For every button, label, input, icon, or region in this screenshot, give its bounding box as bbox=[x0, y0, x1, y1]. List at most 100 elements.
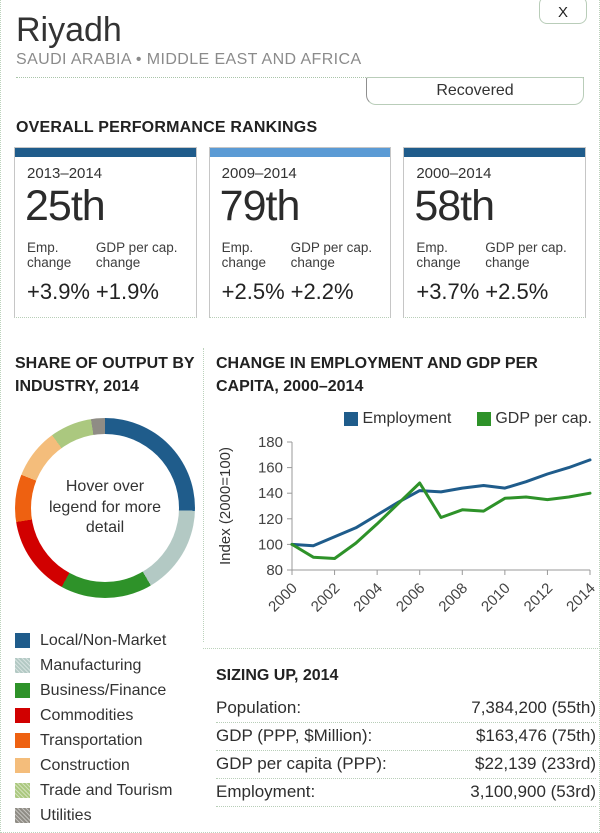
close-button[interactable]: X bbox=[539, 0, 587, 24]
row-label: GDP (PPP, $Million): bbox=[216, 725, 373, 745]
svg-text:180: 180 bbox=[258, 434, 283, 451]
svg-text:Index (2000=100): Index (2000=100) bbox=[217, 447, 234, 565]
legend-swatch-icon bbox=[15, 733, 30, 749]
legend-item-label: Manufacturing bbox=[40, 656, 142, 674]
svg-text:80: 80 bbox=[266, 562, 283, 579]
industry-heading: SHARE OF OUTPUT BY INDUSTRY, 2014 bbox=[15, 354, 195, 395]
svg-text:2012: 2012 bbox=[521, 580, 557, 616]
legend-item-label: Commodities bbox=[40, 706, 134, 724]
emp-change-label: Emp. change bbox=[221, 239, 266, 271]
card-rank: 25th bbox=[25, 182, 106, 231]
card-period: 2013–2014 bbox=[27, 165, 103, 183]
card-rank: 79th bbox=[219, 182, 301, 231]
emp-change-label: Emp. change bbox=[416, 239, 461, 271]
page-title: Riyadh bbox=[16, 11, 122, 49]
svg-text:2004: 2004 bbox=[350, 580, 386, 616]
status-row: Recovered bbox=[1, 77, 599, 106]
card-accent-bar bbox=[15, 148, 196, 158]
card-period: 2009–2014 bbox=[221, 165, 297, 183]
donut-center-text: Hover over legend for more detail bbox=[48, 477, 162, 537]
page-subtitle: SAUDI ARABIA • MIDDLE EAST AND AFRICA bbox=[16, 51, 362, 69]
table-row: GDP (PPP, $Million): $163,476 (75th) bbox=[216, 723, 596, 751]
legend-item-label: Local/Non-Market bbox=[40, 631, 167, 649]
rankings-heading: OVERALL PERFORMANCE RANKINGS bbox=[16, 119, 318, 137]
gdp-change-label: GDP per cap. change bbox=[95, 239, 178, 271]
legend-swatch-icon bbox=[15, 708, 30, 724]
emp-change-value: +2.5% bbox=[221, 278, 285, 304]
svg-text:2014: 2014 bbox=[563, 580, 598, 616]
gdp-change-value: +1.9% bbox=[95, 278, 159, 304]
ranking-card-2009-2014: 2009–2014 79th Emp. change +2.5% GDP per… bbox=[208, 147, 392, 318]
employment-chart-heading: CHANGE IN EMPLOYMENT AND GDP PER CAPITA,… bbox=[216, 354, 538, 395]
svg-text:2006: 2006 bbox=[393, 580, 429, 616]
card-period: 2000–2014 bbox=[416, 165, 492, 183]
card-accent-bar bbox=[404, 148, 586, 158]
legend-item[interactable]: Transportation bbox=[15, 732, 195, 750]
series-label: Employment bbox=[362, 409, 452, 427]
legend-swatch-icon bbox=[15, 758, 30, 774]
legend-item[interactable]: Construction bbox=[15, 757, 195, 775]
sizing-section: SIZING UP, 2014 Population: 7,384,200 (5… bbox=[203, 647, 598, 807]
series-swatch-icon bbox=[477, 411, 492, 426]
legend-swatch-icon bbox=[15, 783, 30, 799]
svg-text:160: 160 bbox=[258, 460, 283, 477]
legend-swatch-icon bbox=[15, 808, 30, 824]
table-row: Population: 7,384,200 (55th) bbox=[216, 695, 596, 723]
emp-change-label: Emp. change bbox=[27, 239, 72, 271]
table-row: Employment: 3,100,900 (53rd) bbox=[216, 779, 596, 807]
gdp-change-value: +2.2% bbox=[290, 278, 354, 304]
emp-change-value: +3.7% bbox=[416, 278, 480, 304]
svg-text:140: 140 bbox=[258, 485, 283, 502]
svg-text:120: 120 bbox=[258, 511, 283, 528]
industry-column: SHARE OF OUTPUT BY INDUSTRY, 2014 Hover … bbox=[1, 348, 203, 832]
chart-column: CHANGE IN EMPLOYMENT AND GDP PER CAPITA,… bbox=[203, 347, 599, 832]
legend-item-label: Transportation bbox=[40, 731, 143, 749]
legend-item[interactable]: Business/Finance bbox=[15, 682, 195, 700]
series-swatch-icon bbox=[344, 411, 359, 426]
ranking-cards: 2013–2014 25th Emp. change +3.9% GDP per… bbox=[14, 147, 587, 318]
legend-item[interactable]: Utilities bbox=[15, 807, 195, 825]
chart-legend: Employment GDP per cap. bbox=[216, 410, 592, 428]
chart-legend-item[interactable]: GDP per cap. bbox=[477, 410, 592, 428]
row-value: $22,139 (233rd) bbox=[475, 753, 596, 773]
svg-text:2000: 2000 bbox=[265, 580, 301, 616]
chart-legend-item[interactable]: Employment bbox=[344, 410, 451, 428]
legend-item-label: Utilities bbox=[40, 806, 92, 824]
table-row: GDP per capita (PPP): $22,139 (233rd) bbox=[216, 751, 596, 779]
gdp-change-value: +2.5% bbox=[485, 278, 549, 304]
legend-swatch-icon bbox=[15, 633, 30, 649]
legend-item[interactable]: Local/Non-Market bbox=[15, 632, 195, 650]
legend-item-label: Business/Finance bbox=[40, 681, 167, 699]
row-label: Population: bbox=[216, 697, 302, 717]
donut-center: Hover over legend for more detail bbox=[31, 433, 179, 582]
legend-item[interactable]: Manufacturing bbox=[15, 657, 195, 675]
svg-text:100: 100 bbox=[258, 536, 283, 553]
series-label: GDP per cap. bbox=[495, 409, 592, 427]
legend-item[interactable]: Commodities bbox=[15, 707, 195, 725]
header-divider bbox=[16, 77, 584, 79]
legend-swatch-icon bbox=[15, 683, 30, 699]
gdp-change-label: GDP per cap. change bbox=[290, 239, 373, 271]
industry-donut-wrap: Hover over legend for more detail bbox=[15, 417, 195, 598]
sizing-heading: SIZING UP, 2014 bbox=[216, 666, 339, 684]
industry-legend: Local/Non-Market Manufacturing Business/Fi… bbox=[15, 632, 195, 825]
line-chart[interactable]: 80 100 120 140 160 180 2000 2002 2004 2006 2008 201… bbox=[216, 430, 598, 632]
legend-item-label: Construction bbox=[40, 756, 130, 774]
row-value: $163,476 (75th) bbox=[475, 725, 596, 745]
line-chart-svg: 80 100 120 140 160 180 2000 2002 2004 2006 2008 201… bbox=[217, 434, 598, 616]
svg-text:2008: 2008 bbox=[435, 580, 471, 616]
header: X Riyadh SAUDI ARABIA • MIDDLE EAST AND … bbox=[1, 0, 599, 69]
employment-chart-block: CHANGE IN EMPLOYMENT AND GDP PER CAPITA,… bbox=[203, 347, 598, 642]
ranking-card-2013-2014: 2013–2014 25th Emp. change +3.9% GDP per… bbox=[14, 147, 197, 318]
gdp-change-label: GDP per cap. change bbox=[485, 239, 567, 271]
emp-change-value: +3.9% bbox=[27, 278, 90, 304]
main-columns: SHARE OF OUTPUT BY INDUSTRY, 2014 Hover … bbox=[1, 347, 599, 832]
card-accent-bar bbox=[209, 148, 391, 158]
recovery-status-button[interactable]: Recovered bbox=[366, 77, 584, 106]
legend-swatch-icon bbox=[15, 658, 30, 674]
row-value: 7,384,200 (55th) bbox=[471, 697, 596, 717]
row-label: GDP per capita (PPP): bbox=[216, 753, 387, 773]
ranking-card-2000-2014: 2000–2014 58th Emp. change +3.7% GDP per… bbox=[403, 147, 587, 318]
svg-text:2002: 2002 bbox=[308, 580, 344, 616]
